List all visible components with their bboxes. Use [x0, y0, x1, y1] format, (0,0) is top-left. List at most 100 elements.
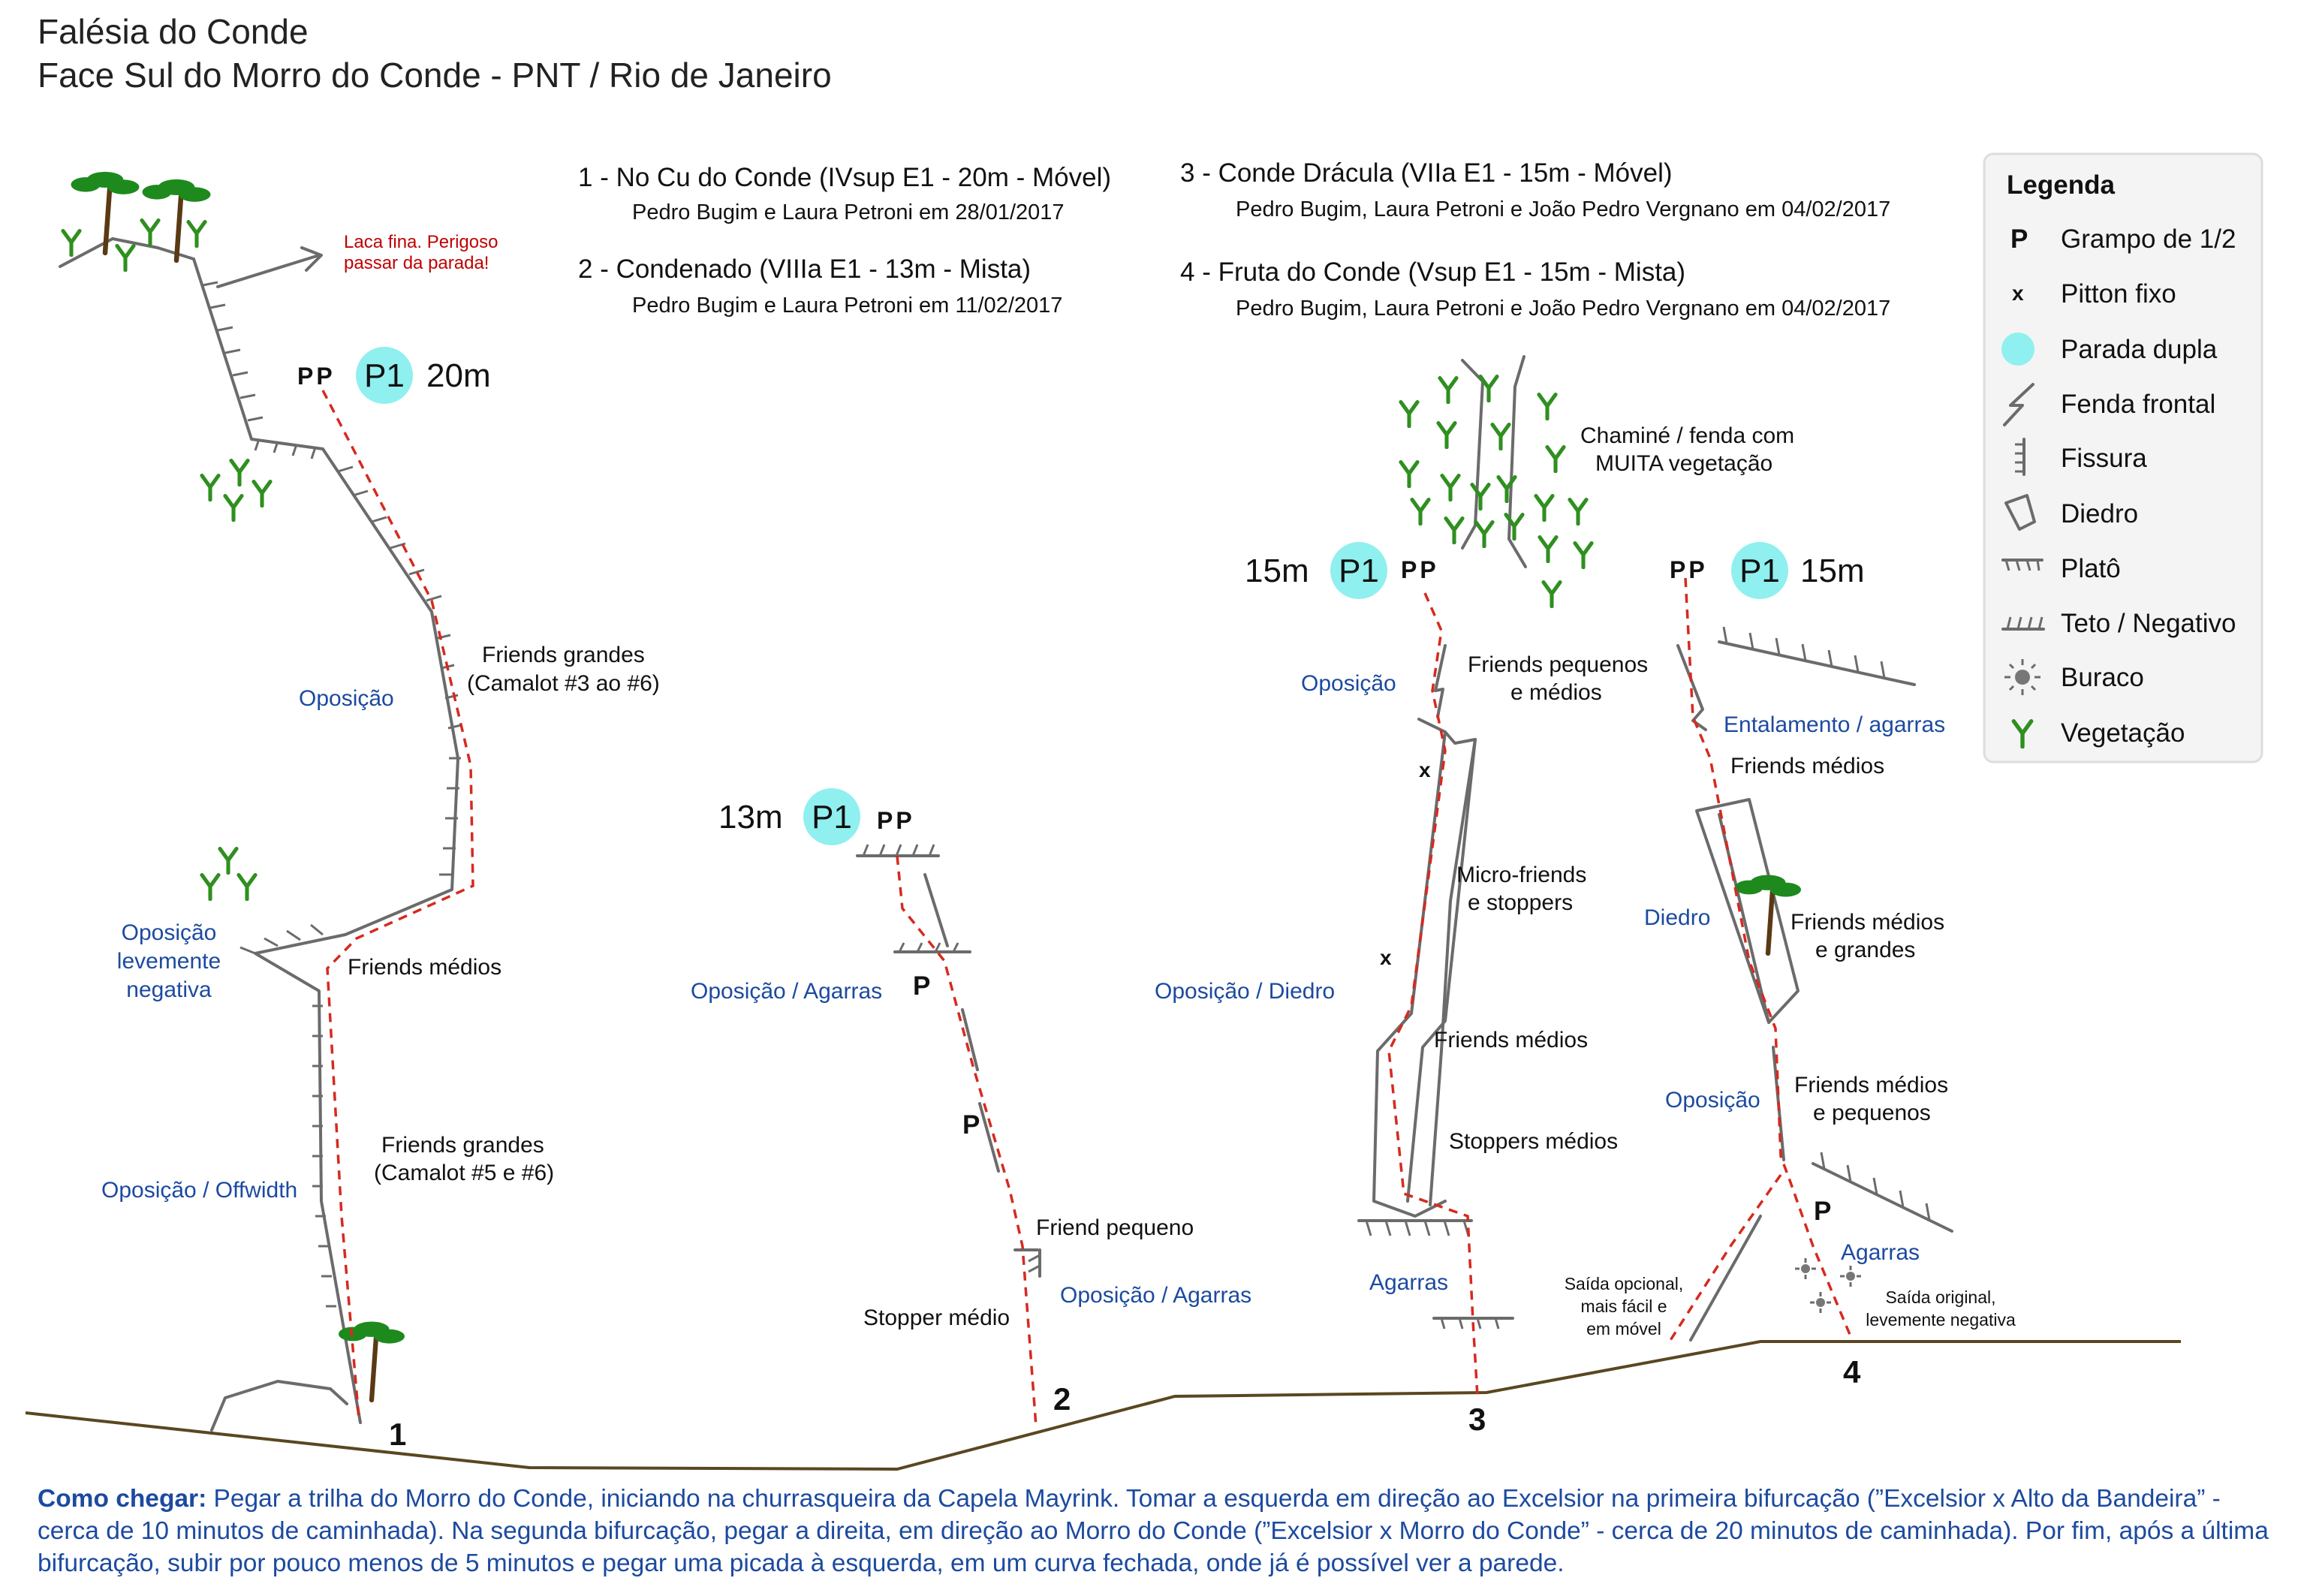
- route-1-warning: Laca fina. Perigoso: [344, 232, 498, 252]
- vegetation-icon: [1446, 519, 1462, 543]
- legend-label-fissure: Fissura: [2061, 444, 2147, 473]
- vegetation-icon: [117, 246, 134, 270]
- vegetation-icon: [220, 849, 236, 873]
- route-3: Chaminé / fenda com MUITA vegetação x x …: [1155, 355, 1794, 1437]
- route-1-line: [321, 390, 474, 1420]
- fissure-icon: [2015, 438, 2025, 476]
- route-4-bolt: P: [1814, 1197, 1831, 1226]
- vegetation-icon: [254, 482, 270, 506]
- route-4-length: 15m: [1800, 553, 1865, 589]
- route-4-note: levemente negativa: [1866, 1310, 2016, 1329]
- route-3-length: 15m: [1245, 553, 1309, 589]
- route-2-line: [896, 855, 1038, 1427]
- vegetation-icon: [1440, 378, 1456, 402]
- legend-label-bolt: Grampo de 1/2: [2061, 224, 2236, 254]
- route-1-length: 20m: [426, 357, 491, 394]
- vegetation-icon: [1492, 425, 1509, 449]
- route-4-anchor-label: P1: [1739, 553, 1780, 589]
- route-4-note: Saída original,: [1885, 1287, 1995, 1307]
- legend-label-vegetation: Vegetação: [2061, 718, 2185, 748]
- route-3-note: Stoppers médios: [1449, 1129, 1618, 1154]
- double-anchor-icon: [2001, 333, 2034, 366]
- route-3-pp: PP: [1401, 556, 1439, 583]
- route-1-technique: Oposição: [122, 920, 217, 945]
- legend-title: Legenda: [2007, 170, 2115, 200]
- route-3-note: Friends médios: [1434, 1028, 1588, 1052]
- vegetation-icon: [188, 222, 205, 246]
- vegetation-icon: [1401, 402, 1417, 426]
- bolt-icon: P: [2010, 224, 2028, 254]
- route-4-title: 4 - Fruta do Conde (Vsup E1 - 15m - Mist…: [1180, 257, 1685, 287]
- vegetation-icon: [239, 875, 255, 899]
- route-1-anchor: [356, 347, 413, 404]
- vegetation-icon: [1544, 583, 1560, 607]
- route-3-note: Friends pequenos: [1468, 652, 1648, 677]
- route-4-authors: Pedro Bugim, Laura Petroni e João Pedro …: [1236, 297, 1890, 321]
- page-subtitle: Face Sul do Morro do Conde - PNT / Rio d…: [38, 56, 832, 95]
- legend-label-ledge: Platô: [2061, 554, 2121, 583]
- route-1-anchor-label: P1: [364, 357, 405, 394]
- route-2-bolt: P: [962, 1110, 980, 1140]
- legend-label-anchor: Parada dupla: [2061, 335, 2218, 364]
- route-2: PP P1 13m P P Oposição / Agarras Friend …: [691, 788, 1251, 1427]
- legend-label-piton: Pitton fixo: [2061, 279, 2176, 309]
- legend-label-dihedral: Diedro: [2061, 499, 2138, 528]
- route-3-anchor-label: P1: [1339, 553, 1379, 589]
- vegetation-icon: [1547, 447, 1564, 471]
- route-2-length: 13m: [718, 799, 783, 836]
- ledge-icon: [2001, 559, 2044, 571]
- vegetation-icon: [1540, 538, 1556, 562]
- vegetation-icon: [202, 476, 218, 500]
- pocket-icon: [1840, 1266, 1861, 1287]
- vegetation-icon: [202, 875, 218, 899]
- route-4-line: [1684, 577, 1852, 1337]
- route-2-bolt: P: [913, 971, 930, 1001]
- route-1-warning: passar da parada!: [344, 253, 489, 273]
- route-2-technique: Oposição / Agarras: [1060, 1283, 1251, 1308]
- vegetation-icon: [225, 496, 242, 520]
- pocket-icon: [2004, 659, 2040, 695]
- legend-label-pocket: Buraco: [2061, 663, 2144, 692]
- route-1-technique: negativa: [126, 977, 212, 1002]
- route-2-authors: Pedro Bugim e Laura Petroni em 11/02/201…: [632, 294, 1062, 318]
- route-1-note: Friends grandes: [381, 1133, 544, 1158]
- dihedral-icon: [2004, 494, 2036, 531]
- route-4-number: 4: [1843, 1354, 1861, 1390]
- route-3-title: 3 - Conde Drácula (VIIa E1 - 15m - Móvel…: [1180, 158, 1673, 188]
- route-1-title: 1 - No Cu do Conde (IVsup E1 - 20m - Móv…: [578, 163, 1111, 192]
- route-1-number: 1: [389, 1417, 406, 1452]
- route-1-crack: [192, 257, 459, 1424]
- route-4-note: Friends médios: [1730, 754, 1884, 778]
- piton-icon: x: [2012, 282, 2024, 305]
- route-1-note: (Camalot #3 ao #6): [467, 671, 660, 696]
- vegetation-icon: [1442, 476, 1459, 500]
- vegetation-icon: [1570, 500, 1586, 524]
- roof-icon: [2001, 616, 2045, 631]
- route-3-number: 3: [1468, 1402, 1486, 1437]
- route-2-pp: PP: [877, 807, 915, 834]
- vegetation-icon: [1575, 544, 1592, 568]
- route-3-technique: Agarras: [1369, 1270, 1448, 1295]
- route-1-technique: levemente: [117, 949, 221, 974]
- route-4-pp: PP: [1670, 556, 1708, 583]
- route-1-authors: Pedro Bugim e Laura Petroni em 28/01/201…: [632, 200, 1065, 224]
- route-4-anchor: [1731, 542, 1788, 599]
- approach-label: Como chegar:: [38, 1485, 207, 1513]
- route-3-piton: x: [1380, 946, 1392, 969]
- route-1-technique: Oposição / Offwidth: [101, 1178, 297, 1203]
- route-4-note: Saída opcional,: [1565, 1274, 1684, 1293]
- vegetation-icon: [1412, 500, 1429, 524]
- legend: Legenda P Grampo de 1/2 x Pitton fixo Pa…: [1983, 152, 2263, 763]
- route-3-note: MUITA vegetação: [1595, 451, 1772, 476]
- route-3-authors: Pedro Bugim, Laura Petroni e João Pedro …: [1236, 197, 1890, 221]
- route-4-technique: Oposição: [1665, 1088, 1760, 1113]
- route-4-technique: Agarras: [1841, 1240, 1920, 1265]
- vegetation-icon: [1401, 462, 1417, 486]
- route-3-technique: Oposição / Diedro: [1155, 979, 1335, 1004]
- route-1-pp: PP: [297, 363, 336, 390]
- ground-line: [25, 1340, 2181, 1471]
- route-4-note: e grandes: [1815, 938, 1915, 962]
- route-3-piton: x: [1419, 758, 1431, 781]
- approach-text: Pegar a trilha do Morro do Conde, inicia…: [38, 1485, 2269, 1577]
